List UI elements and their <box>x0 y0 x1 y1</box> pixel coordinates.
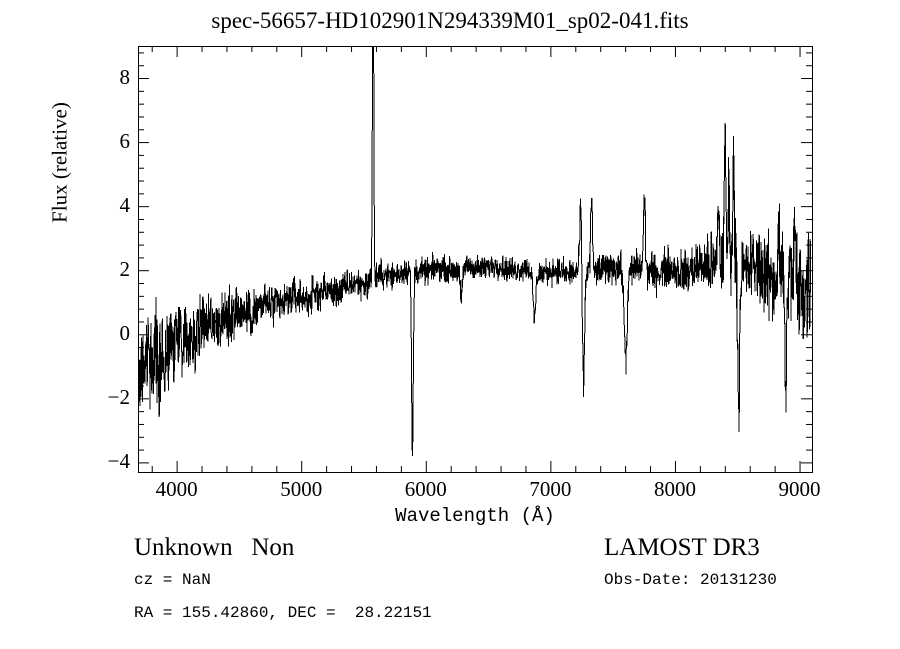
x-tick-label: 5000 <box>280 477 323 501</box>
page-title: spec-56657-HD102901N294339M01_sp02-041.f… <box>211 8 689 33</box>
coordinates-line: RA = 155.42860, DEC = 28.22151 <box>134 604 432 622</box>
y-tick-label: 4 <box>119 193 131 218</box>
object-class-line: Unknown Non <box>134 534 295 561</box>
x-tick-label: 8000 <box>653 477 696 501</box>
x-tick-label: 7000 <box>529 477 572 501</box>
x-axis-label: Wavelength (Å) <box>395 505 555 527</box>
y-tick-label: 2 <box>119 257 131 282</box>
y-axis-label: Flux (relative) <box>47 102 72 223</box>
y-tick-label: 0 <box>119 321 131 346</box>
spectrum-trace <box>138 46 812 456</box>
y-tick-label: 6 <box>119 129 131 154</box>
x-tick-label: 6000 <box>404 477 447 501</box>
cz-line: cz = NaN <box>134 571 211 589</box>
x-tick-label: 4000 <box>155 477 198 501</box>
y-tick-label: −4 <box>107 449 130 474</box>
survey-label: LAMOST DR3 <box>604 534 760 561</box>
y-tick-label: 8 <box>119 65 131 90</box>
y-tick-label: −2 <box>107 385 130 410</box>
x-tick-label: 9000 <box>778 477 821 501</box>
obs-date-line: Obs-Date: 20131230 <box>604 571 777 589</box>
